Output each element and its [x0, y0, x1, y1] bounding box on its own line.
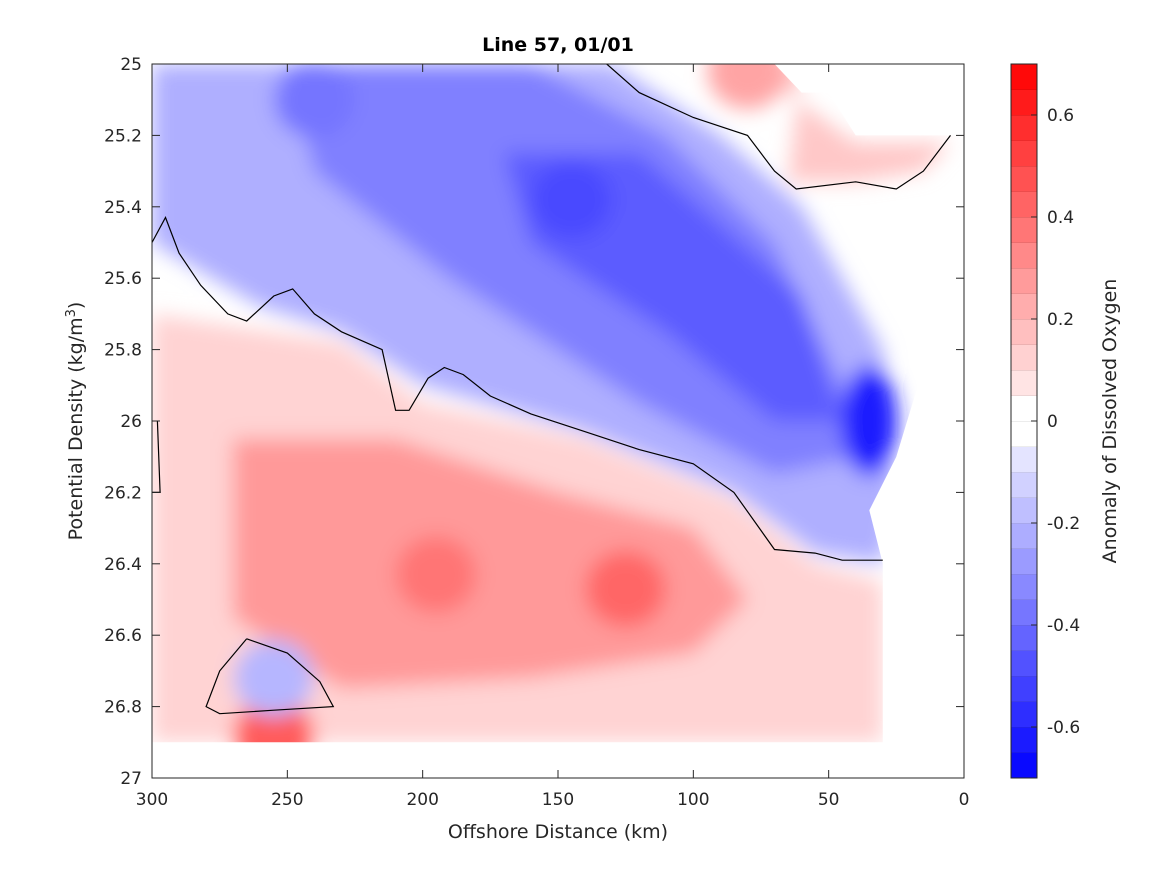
y-tick-label: 25 [120, 55, 142, 75]
y-tick-label: 26.2 [104, 483, 142, 503]
colorbar-level [1011, 191, 1037, 218]
colorbar-level [1011, 727, 1037, 753]
chart-title: Line 57, 01/01 [482, 34, 634, 56]
colorbar-tick-label: 0.4 [1047, 208, 1074, 228]
x-axis-label: Offshore Distance (km) [448, 821, 668, 843]
colorbar-level [1011, 599, 1037, 626]
anomaly-field [152, 64, 951, 743]
x-tick-label: 100 [677, 790, 709, 810]
y-tick-label: 26 [120, 412, 142, 432]
anomaly-feature [585, 550, 666, 627]
colorbar-tick-label: -0.4 [1047, 616, 1080, 636]
x-tick-label: 50 [818, 790, 840, 810]
y-tick-label: 25.8 [104, 341, 142, 361]
colorbar-level [1011, 421, 1037, 447]
y-tick-label: 27 [120, 769, 142, 789]
colorbar-level [1011, 446, 1037, 473]
colorbar-level [1011, 752, 1037, 779]
colorbar-level [1011, 89, 1037, 116]
y-tick-label: 26.8 [104, 698, 142, 718]
colorbar-level [1011, 395, 1037, 422]
colorbar-level [1011, 140, 1037, 167]
x-tick-label: 0 [959, 790, 970, 810]
anomaly-feature [274, 64, 355, 138]
colorbar-level [1011, 650, 1037, 677]
field-layer [747, 64, 951, 182]
anomaly-feature [707, 64, 788, 110]
colorbar-level [1011, 242, 1037, 269]
y-axis: 25 25.2 25.4 25.6 25.8 26 26.2 26.4 26.6 26.8 27 [104, 55, 964, 789]
zero-contour-line [606, 64, 951, 190]
colorbar-tick-label: -0.2 [1047, 514, 1080, 534]
anomaly-feature [233, 640, 314, 716]
y-tick-label: 25.2 [104, 126, 142, 146]
anomaly-feature [531, 161, 612, 238]
colorbar-level [1011, 217, 1037, 243]
x-tick-label: 200 [406, 790, 438, 810]
anomaly-feature [233, 697, 314, 743]
colorbar-level [1011, 497, 1037, 524]
y-axis-label: Potential Density (kg/m3) [64, 302, 88, 541]
colorbar-level [1011, 319, 1037, 345]
colorbar-level [1011, 166, 1037, 192]
colorbar-level [1011, 472, 1037, 498]
colorbar-label: Anomaly of Dissolved Oxygen [1099, 279, 1121, 564]
colorbar-level [1011, 64, 1037, 90]
colorbar-level [1011, 370, 1037, 396]
colorbar-tick-label: 0.6 [1047, 106, 1074, 126]
colorbar-ticks: -0.6 -0.4 -0.2 0 0.2 0.4 0.6 [1031, 106, 1080, 738]
colorbar-level [1011, 625, 1037, 651]
x-tick-label: 150 [542, 790, 574, 810]
colorbar-tick-label: 0.2 [1047, 310, 1074, 330]
colorbar-level [1011, 115, 1037, 141]
zero-contour-line [205, 638, 335, 715]
colorbar-level [1011, 574, 1037, 600]
colorbar [1010, 63, 1038, 779]
colorbar-tick-label: 0 [1047, 412, 1058, 432]
x-axis: 300 250 200 150 100 50 0 [136, 64, 970, 810]
colorbar-level [1011, 268, 1037, 294]
colorbar-tick-label: -0.6 [1047, 718, 1080, 738]
colorbar-level [1011, 344, 1037, 371]
colorbar-level [1011, 701, 1037, 728]
y-tick-label: 26.4 [104, 555, 142, 575]
x-tick-label: 250 [271, 790, 303, 810]
zero-contours [152, 64, 951, 715]
colorbar-level [1011, 676, 1037, 702]
colorbar-level [1011, 548, 1037, 575]
y-tick-label: 25.4 [104, 198, 142, 218]
colorbar-level [1011, 523, 1037, 549]
y-tick-label: 25.6 [104, 269, 142, 289]
y-tick-label: 26.6 [104, 626, 142, 646]
anomaly-feature [396, 536, 477, 613]
x-tick-label: 300 [136, 790, 168, 810]
colorbar-level [1011, 293, 1037, 320]
anomaly-feature [841, 366, 898, 476]
field-layer [233, 438, 748, 689]
zero-contour-line [152, 216, 883, 561]
